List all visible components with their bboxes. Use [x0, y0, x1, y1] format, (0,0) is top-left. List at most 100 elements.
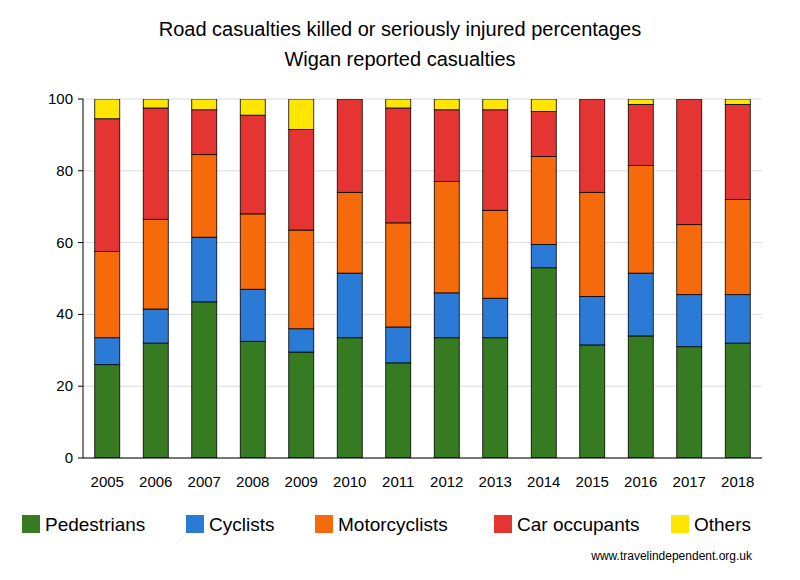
tick-mark	[78, 386, 83, 387]
bar-segment	[483, 298, 508, 337]
chart: Road casualties killed or seriously inju…	[0, 0, 800, 580]
bars	[95, 99, 751, 458]
bar-segment	[240, 115, 265, 214]
legend-swatch	[186, 515, 204, 533]
bar-segment	[192, 302, 217, 458]
category-label: 2007	[188, 473, 221, 490]
bar-segment	[337, 338, 362, 458]
grid-line	[83, 170, 762, 171]
category-label: 2011	[382, 473, 414, 490]
bar-segment	[434, 99, 459, 110]
bar-segment	[337, 192, 362, 273]
y-axis	[83, 99, 84, 458]
bar-segment	[725, 295, 750, 343]
source-note: www.travelindependent.org.uk	[590, 549, 753, 563]
bar-segment	[434, 338, 459, 458]
category-label: 2012	[430, 473, 463, 490]
legend-label: Others	[694, 514, 751, 535]
bar-segment	[531, 244, 556, 267]
legend-swatch	[22, 515, 40, 533]
bar-segment	[240, 214, 265, 289]
bar-segment	[531, 156, 556, 244]
bar-segment	[95, 99, 120, 119]
legend-swatch	[315, 515, 333, 533]
bar-segment	[628, 104, 653, 165]
category-label: 2018	[721, 473, 754, 490]
tick-label: 80	[56, 162, 73, 179]
category-label: 2010	[333, 473, 366, 490]
tick-label: 100	[48, 90, 73, 107]
bar-segment	[580, 99, 605, 100]
bar-segment	[95, 119, 120, 252]
bar-segment	[725, 200, 750, 295]
bar-segment	[677, 295, 702, 347]
bar-segment	[434, 293, 459, 338]
category-label: 2013	[479, 473, 512, 490]
bar-segment	[628, 99, 653, 104]
bar-segment	[192, 155, 217, 238]
bar-segment	[95, 365, 120, 458]
tick-mark	[78, 314, 83, 315]
category-label: 2005	[91, 473, 124, 490]
bar-segment	[289, 230, 314, 329]
bar-segment	[483, 338, 508, 458]
bar-segment	[95, 252, 120, 338]
bar-segment	[240, 341, 265, 458]
bar-segment	[337, 273, 362, 338]
bar-segment	[628, 165, 653, 273]
category-label: 2009	[285, 473, 318, 490]
legend-label: Car occupants	[517, 514, 640, 535]
legend-swatch	[494, 515, 512, 533]
category-label: 2006	[139, 473, 172, 490]
tick-mark	[78, 458, 83, 459]
bar-segment	[677, 347, 702, 458]
bar-segment	[337, 99, 362, 192]
bar-segment	[531, 99, 556, 112]
bar-segment	[386, 327, 411, 363]
tick-mark	[78, 99, 83, 100]
bar-segment	[483, 110, 508, 211]
bar-segment	[483, 99, 508, 110]
bar-segment	[143, 108, 168, 219]
bar-segment	[386, 223, 411, 327]
bar-segment	[531, 112, 556, 157]
bar-segment	[580, 296, 605, 344]
bar-segment	[677, 99, 702, 225]
bar-segment	[289, 329, 314, 352]
tick-label: 60	[56, 234, 73, 251]
bar-segment	[386, 363, 411, 458]
bar-segment	[725, 104, 750, 199]
bar-segment	[386, 99, 411, 108]
tick-label: 40	[56, 305, 73, 322]
tick-mark	[78, 242, 83, 243]
bar-segment	[725, 343, 750, 458]
bar-segment	[580, 99, 605, 192]
grid-line	[83, 458, 762, 459]
category-label: 2015	[576, 473, 609, 490]
category-label: 2017	[673, 473, 706, 490]
bar-segment	[677, 225, 702, 295]
bar-segment	[240, 99, 265, 115]
bar-segment	[240, 289, 265, 341]
grid-line	[83, 386, 762, 387]
bar-segment	[434, 110, 459, 182]
bar-segment	[192, 110, 217, 155]
bar-segment	[192, 99, 217, 110]
bar-segment	[143, 309, 168, 343]
legend-swatch	[671, 515, 689, 533]
bar-segment	[289, 130, 314, 231]
subtitle: Wigan reported casualties	[284, 48, 515, 70]
x-axis	[83, 458, 762, 459]
bar-segment	[95, 338, 120, 365]
bar-segment	[386, 108, 411, 223]
bar-segment	[580, 345, 605, 458]
tick-label: 0	[65, 449, 73, 466]
bar-segment	[289, 99, 314, 130]
category-label: 2016	[624, 473, 657, 490]
bar-segment	[337, 99, 362, 100]
category-label: 2008	[236, 473, 269, 490]
bar-segment	[192, 237, 217, 302]
bar-segment	[628, 336, 653, 458]
bar-segment	[143, 99, 168, 108]
bar-segment	[143, 343, 168, 458]
